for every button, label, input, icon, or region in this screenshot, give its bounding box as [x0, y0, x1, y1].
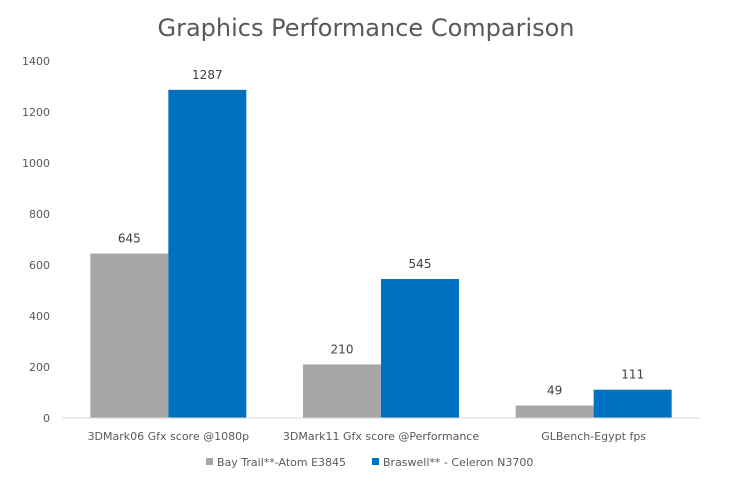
y-tick-label: 400: [29, 310, 50, 323]
y-tick-label: 600: [29, 259, 50, 272]
bar-braswell-1: [381, 279, 459, 418]
chart-title: Graphics Performance Comparison: [157, 14, 574, 42]
legend-label: Bay Trail**-Atom E3845: [217, 456, 346, 469]
bar-braswell-2: [593, 389, 672, 418]
bar-bay-trail-0: [90, 253, 169, 418]
data-label: 210: [331, 342, 354, 356]
data-label: 645: [118, 232, 141, 246]
x-category-label: GLBench-Egypt fps: [541, 430, 646, 443]
y-tick-label: 0: [43, 412, 50, 425]
legend-swatch: [372, 458, 379, 465]
y-axis: 0 200 400 600 800 1000 1200 1400: [22, 55, 50, 425]
x-category-label: 3DMark06 Gfx score @1080p: [88, 430, 250, 443]
legend-label: Braswell** - Celeron N3700: [383, 456, 533, 469]
y-tick-label: 200: [29, 361, 50, 374]
data-label: 545: [409, 257, 432, 271]
y-tick-label: 1400: [22, 55, 50, 68]
x-category-label: 3DMark11 Gfx score @Performance: [283, 430, 479, 443]
bar-bay-trail-2: [515, 405, 594, 418]
x-axis: 3DMark06 Gfx score @1080p 3DMark11 Gfx sc…: [88, 430, 647, 443]
legend-swatch: [206, 458, 213, 465]
bar-bay-trail-1: [303, 364, 381, 418]
y-tick-label: 1000: [22, 157, 50, 170]
y-tick-label: 800: [29, 208, 50, 221]
bars-group: [90, 89, 672, 418]
legend: Bay Trail**-Atom E3845 Braswell** - Celer…: [206, 456, 533, 469]
data-label: 1287: [192, 68, 223, 82]
data-label: 111: [621, 368, 644, 382]
data-label: 49: [547, 384, 562, 398]
bar-braswell-0: [168, 89, 247, 418]
data-labels-group: 645 1287 210 545 49 111: [118, 68, 644, 398]
y-tick-label: 1200: [22, 106, 50, 119]
